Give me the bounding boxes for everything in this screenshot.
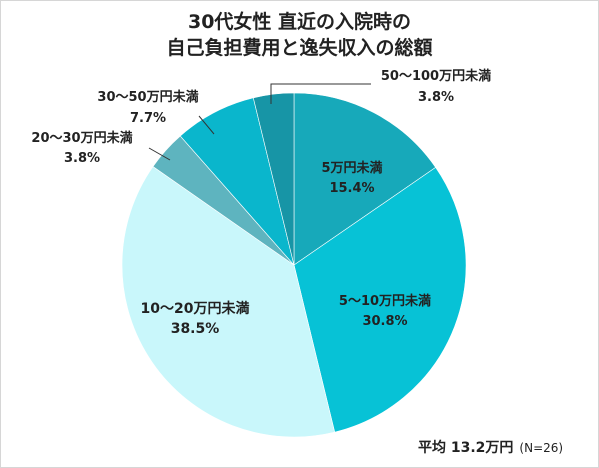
- pie-slice-5: [252, 92, 295, 266]
- average-label: 平均 13.2万円: [418, 440, 514, 456]
- slice-percent-0: 15.4%: [329, 181, 374, 196]
- slice-label-1: 5～10万円未満: [339, 293, 431, 309]
- leader-line-4: [198, 115, 215, 135]
- sample-size: (N=26): [519, 441, 564, 455]
- slice-label-4: 30～50万円未満: [97, 89, 198, 105]
- leader-line-3: [148, 147, 171, 161]
- average-note: 平均 13.2万円 (N=26): [418, 437, 563, 457]
- chart-title-line1: 30代女性 直近の入院時の: [187, 11, 412, 33]
- slice-label-0: 5万円未満: [321, 160, 382, 176]
- slice-label-5: 50～100万円未満: [381, 68, 491, 84]
- leader-line-5: [270, 83, 371, 104]
- slice-percent-3: 3.8%: [64, 151, 100, 166]
- slice-percent-5: 3.8%: [418, 90, 454, 105]
- slice-percent-1: 30.8%: [362, 314, 407, 329]
- chart-title-line2: 自己負担費用と逸失収入の総額: [166, 37, 433, 59]
- slice-percent-4: 7.7%: [130, 111, 166, 126]
- slice-label-2: 10～20万円未満: [141, 300, 250, 317]
- pie-slice-0: [293, 92, 437, 266]
- pie-slice-2: [121, 166, 336, 438]
- pie-slice-1: [293, 167, 467, 433]
- slice-label-3: 20～30万円未満: [31, 130, 132, 146]
- slice-percent-2: 38.5%: [171, 321, 220, 337]
